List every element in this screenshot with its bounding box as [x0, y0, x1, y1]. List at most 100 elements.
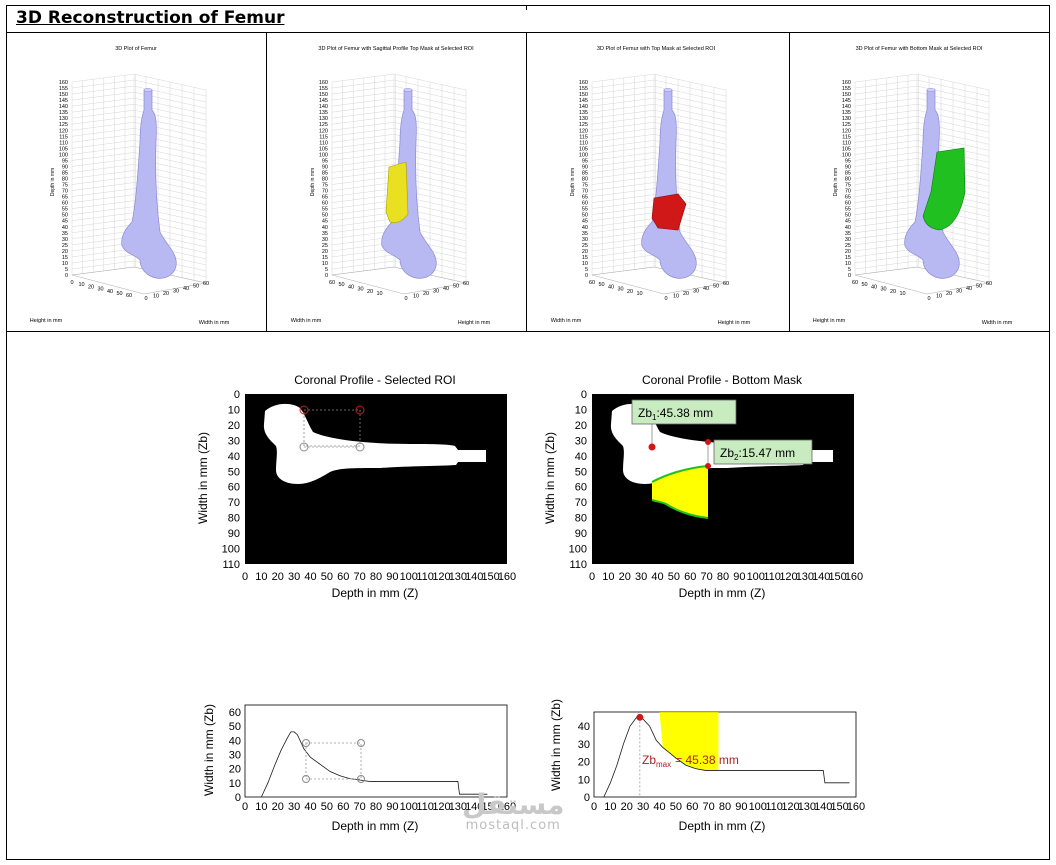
floor-tick-left: 50	[338, 282, 344, 288]
z-tick-label: 120	[842, 128, 851, 134]
femur-shape	[641, 89, 697, 279]
profile-ytick: 10	[229, 778, 241, 790]
panel-xlabel: Width in mm	[551, 318, 582, 324]
floor-tick-left: 10	[636, 291, 642, 297]
grid-line	[591, 152, 655, 161]
grid-line	[331, 128, 395, 137]
profile-xtick: 0	[242, 801, 248, 813]
z-tick-label: 70	[582, 189, 588, 195]
z-tick-label: 35	[62, 231, 68, 237]
grid-line	[71, 200, 135, 209]
profile-xtick: 80	[370, 801, 382, 813]
floor-tick-left: 20	[88, 284, 94, 290]
z-tick-label: 45	[845, 219, 851, 225]
z-tick-label: 50	[62, 213, 68, 219]
coronal-xtick: 140	[465, 571, 483, 583]
z-tick-label: 115	[579, 134, 588, 140]
z-tick-label: 0	[325, 273, 328, 279]
z-tick-label: 5	[848, 267, 851, 273]
floor-tick-left: 10	[78, 282, 84, 288]
floor-tick-left: 60	[852, 280, 858, 286]
row-divider	[6, 331, 1050, 332]
floor-plane	[331, 266, 467, 295]
coronal-xtick: 50	[668, 571, 680, 583]
profile-xtick: 100	[749, 801, 767, 813]
panel-zlabel: Depth in mm	[833, 168, 839, 196]
profile-xtick: 90	[386, 801, 398, 813]
profile-ytick: 60	[229, 707, 241, 719]
coronal-ytick: 80	[575, 513, 587, 525]
z-tick-label: 65	[62, 195, 68, 201]
coronal-left-title: Coronal Profile - Selected ROI	[294, 373, 455, 387]
grid-line	[854, 230, 918, 240]
z-tick-label: 110	[842, 140, 851, 146]
z-tick-label: 30	[582, 237, 588, 243]
coronal-xtick: 90	[733, 571, 745, 583]
coronal-ytick: 80	[228, 513, 240, 525]
grid-line	[331, 97, 395, 107]
grid-line	[331, 260, 395, 270]
z-tick-label: 100	[842, 152, 851, 158]
grid-line	[331, 122, 395, 131]
panel-zlabel: Depth in mm	[310, 168, 316, 196]
z-tick-label: 60	[582, 201, 588, 207]
z-tick-label: 15	[62, 255, 68, 261]
z-tick-label: 150	[579, 92, 588, 98]
z-tick-label: 25	[322, 243, 328, 249]
profile-ytick: 30	[229, 750, 241, 762]
floor-tick-right: 60	[986, 281, 992, 287]
page-title: 3D Reconstruction of Femur	[16, 8, 285, 28]
coronal-right-xlabel: Depth in mm (Z)	[679, 586, 766, 600]
coronal-ytick: 40	[228, 451, 240, 463]
grid-line	[591, 182, 655, 191]
col-divider-2	[526, 32, 527, 331]
coronal-xtick: 0	[589, 571, 595, 583]
coronal-xtick: 20	[619, 571, 631, 583]
z-tick-label: 0	[585, 273, 588, 279]
panel-xlabel: Height in mm	[813, 318, 846, 324]
floor-tick-right: 30	[956, 289, 962, 295]
coronal-ytick: 90	[575, 528, 587, 540]
grid-line	[331, 158, 395, 167]
z-tick-label: 160	[842, 80, 851, 86]
grid-line	[71, 206, 135, 215]
z-tick-label: 55	[62, 207, 68, 213]
coronal-xtick: 40	[651, 571, 663, 583]
profile-xtick: 120	[781, 801, 799, 813]
grid-line	[71, 85, 135, 95]
grid-line	[854, 224, 918, 233]
profile-xtick: 130	[798, 801, 816, 813]
grid-line	[331, 254, 395, 264]
coronal-ytick: 30	[575, 435, 587, 447]
floor-tick-right: 50	[453, 284, 459, 290]
floor-tick-left: 60	[329, 280, 335, 286]
z-tick-label: 130	[319, 116, 328, 122]
z-tick-label: 140	[842, 104, 851, 110]
mask-shape	[922, 147, 966, 231]
grid-line	[331, 212, 395, 221]
coronal-ytick: 110	[222, 559, 240, 571]
z-tick-label: 40	[845, 225, 851, 231]
zb1-marker	[648, 443, 656, 451]
z-tick-label: 135	[59, 110, 68, 116]
floor-tick-right: 0	[927, 296, 930, 302]
grid-line	[854, 91, 918, 101]
coronal-left-bone	[263, 403, 486, 484]
grid-line	[854, 158, 918, 167]
coronal-ytick: 60	[575, 482, 587, 494]
z-tick-label: 155	[842, 86, 851, 92]
coronal-profiles: Coronal Profile - Selected ROI Coronal P…	[196, 373, 863, 600]
z-tick-label: 80	[582, 177, 588, 183]
col-divider-1	[266, 32, 267, 331]
z-tick-label: 130	[59, 116, 68, 122]
floor-tick-right: 60	[723, 281, 729, 287]
z-tick-label: 135	[579, 110, 588, 116]
z-tick-label: 45	[62, 219, 68, 225]
coronal-xtick: 70	[354, 571, 366, 583]
roi-box-left	[303, 409, 361, 447]
z-tick-label: 70	[62, 189, 68, 195]
grid-line	[854, 200, 918, 209]
profile-xtick: 110	[416, 801, 434, 813]
grid-line	[71, 194, 135, 203]
z-tick-label: 90	[62, 164, 68, 170]
